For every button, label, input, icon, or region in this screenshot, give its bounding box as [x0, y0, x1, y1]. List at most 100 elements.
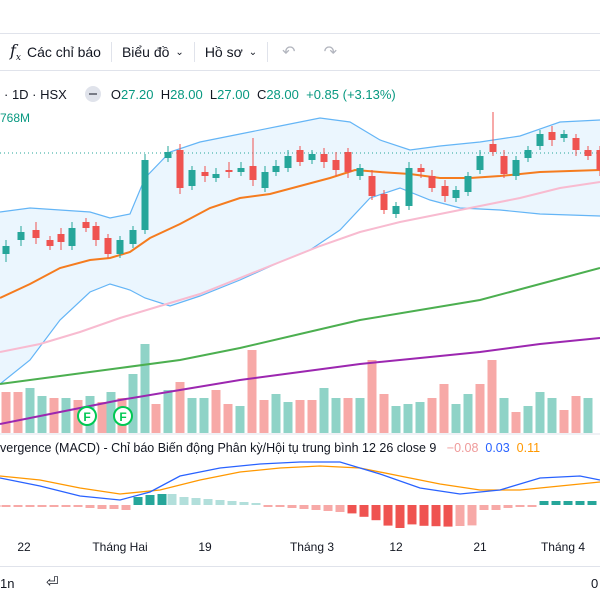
volume-bar — [129, 374, 138, 433]
volume-bar — [356, 398, 365, 433]
x-tick-label: 21 — [473, 540, 487, 554]
volume-bar — [308, 400, 317, 433]
macd-histogram-bar — [276, 505, 285, 507]
macd-histogram-bar — [14, 505, 23, 507]
macd-value: 0.03 — [485, 441, 509, 455]
macd-histogram-bar — [468, 505, 477, 525]
macd-histogram-bar — [456, 505, 465, 526]
candle-down — [549, 132, 556, 140]
candle-up — [165, 152, 172, 158]
volume-bar — [14, 392, 23, 433]
volume-bar — [320, 388, 329, 433]
candle-up — [142, 160, 149, 230]
candle-up — [525, 150, 532, 158]
volume-bar — [548, 398, 557, 433]
macd-histogram-bar — [216, 500, 225, 505]
macd-histogram-bar — [2, 505, 11, 507]
macd-title: vergence (MACD) - Chỉ báo Biến động Phân… — [0, 441, 436, 455]
macd-histogram-bar — [336, 505, 345, 512]
x-tick-label: Tháng 3 — [290, 540, 334, 554]
calendar-icon[interactable]: ⏎ — [46, 573, 59, 591]
candle-up — [238, 168, 245, 172]
candle-up — [357, 168, 364, 176]
volume-bar — [500, 398, 509, 433]
volume-bar — [512, 412, 521, 433]
volume-bar — [272, 394, 281, 433]
macd-histogram-bar — [576, 501, 585, 505]
candle-down — [573, 138, 580, 150]
macd-histogram-bar — [360, 505, 369, 517]
macd-signal-line — [0, 466, 600, 494]
candle-up — [130, 230, 137, 244]
volume-bar — [536, 392, 545, 433]
candle-down — [250, 166, 257, 180]
macd-histogram-bar — [396, 505, 405, 528]
volume-bar — [188, 398, 197, 433]
macd-histogram-bar — [324, 505, 333, 511]
candle-down — [93, 226, 100, 240]
candle-down — [501, 156, 508, 174]
volume-bar — [416, 402, 425, 433]
volume-bar — [560, 410, 569, 433]
candle-up — [406, 168, 413, 206]
candle-up — [213, 174, 220, 178]
candle-down — [442, 186, 449, 196]
candle-up — [561, 134, 568, 138]
macd-histogram-bar — [192, 498, 201, 505]
volume-bar — [62, 398, 71, 433]
candle-down — [33, 230, 40, 238]
volume-bar — [368, 360, 377, 433]
volume-bar — [224, 404, 233, 433]
volume-bar — [50, 398, 59, 433]
volume-bar — [141, 344, 150, 433]
candle-up — [18, 232, 25, 240]
volume-bar — [2, 392, 11, 433]
macd-line — [0, 462, 600, 500]
candle-up — [393, 206, 400, 214]
macd-histogram-bar — [180, 497, 189, 505]
macd-histogram-bar — [204, 499, 213, 505]
x-tick-label: Tháng Hai — [92, 540, 147, 554]
macd-histogram-bar — [26, 505, 35, 507]
volume-bar — [248, 350, 257, 433]
macd-histogram-bar — [38, 505, 47, 507]
macd-histogram-bar — [168, 494, 177, 505]
macd-histogram-bar — [228, 501, 237, 505]
macd-histogram-bar — [300, 505, 309, 509]
candle-up — [453, 190, 460, 198]
volume-bar — [212, 390, 221, 433]
candle-up — [262, 172, 269, 188]
candle-down — [226, 170, 233, 172]
volume-bar — [344, 398, 353, 433]
time-readout: 0 — [591, 576, 598, 591]
macd-histogram-bar — [62, 505, 71, 507]
candle-up — [513, 160, 520, 176]
macd-hist-value: −0.08 — [447, 441, 479, 455]
x-tick-label: 19 — [198, 540, 212, 554]
candle-down — [585, 150, 592, 156]
volume-bar — [440, 384, 449, 433]
volume-bar — [488, 360, 497, 433]
macd-histogram-bar — [288, 505, 297, 508]
macd-histogram-bar — [122, 505, 131, 510]
candle-down — [321, 154, 328, 162]
candle-up — [117, 240, 124, 254]
macd-histogram-bar — [0, 505, 1, 507]
macd-histogram-bar — [134, 497, 143, 505]
macd-histogram-bar — [240, 502, 249, 505]
volume-bar — [476, 384, 485, 433]
candle-down — [333, 160, 340, 170]
macd-histogram-bar — [420, 505, 429, 526]
candle-up — [3, 246, 10, 254]
range-1m[interactable]: 1n — [0, 576, 14, 591]
macd-histogram-bar — [252, 503, 261, 505]
volume-bar — [236, 406, 245, 433]
volume-bar — [26, 388, 35, 433]
volume-bar — [464, 394, 473, 433]
bottom-bar: 1n ⏎ 0 — [0, 566, 600, 601]
candle-down — [83, 222, 90, 228]
macd-legend: vergence (MACD) - Chỉ báo Biến động Phân… — [0, 441, 540, 455]
x-tick-label: Tháng 4 — [541, 540, 585, 554]
macd-histogram-bar — [146, 495, 155, 505]
